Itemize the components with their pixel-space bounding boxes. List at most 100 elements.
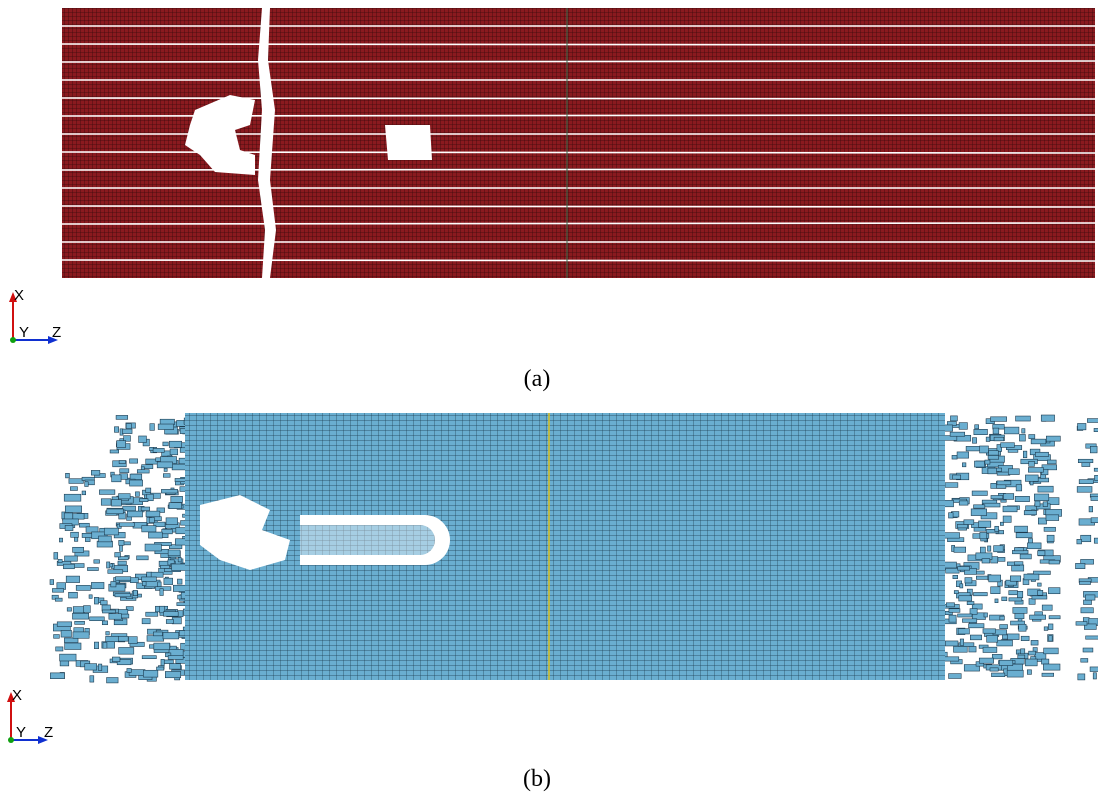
debris-element (67, 608, 71, 611)
debris-element (995, 599, 998, 603)
debris-element (146, 511, 160, 517)
debris-element (982, 559, 990, 563)
debris-element (82, 533, 92, 537)
debris-element (1044, 527, 1055, 531)
debris-element (130, 578, 138, 583)
debris-element (172, 564, 186, 570)
debris-element (52, 589, 63, 593)
debris-element (157, 667, 164, 670)
debris-element (989, 575, 1001, 582)
debris-element (944, 533, 960, 539)
debris-element (984, 613, 988, 617)
debris-element (1031, 439, 1046, 444)
debris-element (89, 595, 92, 599)
debris-element (119, 540, 124, 545)
debris-element (1089, 506, 1093, 511)
debris-element (142, 619, 150, 624)
debris-element (73, 514, 84, 520)
debris-element (91, 470, 100, 475)
debris-element (91, 582, 104, 588)
debris-element (50, 673, 64, 679)
debris-element (965, 578, 972, 583)
debris-element (1081, 658, 1088, 662)
debris-element (1031, 640, 1038, 645)
debris-element (1029, 599, 1035, 605)
debris-element (1076, 622, 1087, 626)
debris-element (106, 636, 119, 641)
debris-element (64, 638, 78, 643)
debris-element (1083, 648, 1093, 652)
debris-element (103, 642, 107, 648)
debris-element (1015, 496, 1029, 501)
debris-element (1001, 443, 1015, 448)
debris-element (974, 429, 988, 434)
debris-element (1048, 588, 1060, 594)
debris-element (959, 596, 972, 601)
debris-element (94, 560, 100, 563)
debris-element (949, 609, 960, 613)
debris-element (986, 437, 990, 441)
debris-element (169, 441, 181, 447)
debris-element (1086, 636, 1098, 639)
hole (385, 125, 432, 160)
debris-element (958, 614, 972, 617)
debris-element (1027, 670, 1031, 675)
debris-element (58, 559, 62, 562)
debris-element (1016, 533, 1032, 538)
debris-element (1018, 655, 1025, 658)
debris-element (1049, 560, 1059, 564)
debris-element (111, 582, 116, 587)
debris-element (1034, 494, 1048, 501)
debris-element (1035, 501, 1040, 506)
debris-element (140, 499, 148, 502)
debris-element (168, 656, 183, 660)
debris-element (1002, 635, 1007, 639)
debris-element (98, 664, 101, 670)
debris-element (967, 601, 974, 604)
debris-element (94, 642, 98, 649)
debris-element (119, 545, 122, 552)
debris-element (164, 578, 173, 584)
debris-element (974, 505, 985, 508)
debris-element (966, 446, 981, 451)
debris-element (102, 621, 107, 625)
debris-element (972, 491, 987, 495)
debris-element (1032, 596, 1047, 599)
debris-element (107, 678, 119, 683)
debris-element (1007, 670, 1023, 677)
debris-element (1090, 446, 1097, 453)
panel-a-image (62, 8, 1095, 278)
debris-element (157, 462, 172, 468)
caption: (b) (523, 766, 551, 792)
debris-element (115, 553, 121, 557)
debris-element (1078, 423, 1086, 429)
debris-element (1042, 605, 1052, 610)
debris-element (1016, 416, 1031, 421)
debris-element (114, 427, 118, 433)
debris-element (974, 461, 984, 467)
debris-element (994, 546, 1004, 552)
debris-element (142, 581, 146, 585)
debris-element (73, 547, 84, 552)
debris-element (163, 474, 170, 478)
debris-element (73, 632, 89, 638)
debris-element (115, 594, 130, 597)
ply-gap (62, 98, 1095, 99)
y-axis-dot (8, 737, 14, 743)
debris-element (994, 437, 1004, 441)
debris-element (985, 460, 990, 464)
debris-element (1015, 526, 1028, 532)
debris-element (178, 558, 181, 562)
debris-element (170, 449, 178, 455)
debris-element (1095, 475, 1098, 480)
debris-element (1091, 496, 1098, 500)
debris-element (949, 513, 954, 518)
debris-element (71, 532, 79, 537)
debris-element (1046, 515, 1059, 521)
debris-element (1024, 511, 1036, 515)
debris-element (169, 503, 182, 509)
debris-element (69, 479, 83, 484)
debris-element (158, 582, 161, 587)
debris-element (1012, 565, 1024, 571)
debris-element (162, 529, 173, 534)
